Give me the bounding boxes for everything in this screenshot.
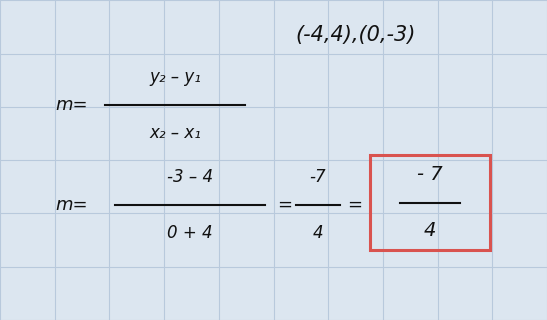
Bar <box>370 155 490 250</box>
Text: (-4,4),(0,-3): (-4,4),(0,-3) <box>295 25 415 45</box>
Text: m=: m= <box>55 196 88 214</box>
Text: 0 + 4: 0 + 4 <box>167 224 213 242</box>
Text: =: = <box>347 196 363 214</box>
Text: =: = <box>277 196 293 214</box>
Text: - 7: - 7 <box>417 165 443 184</box>
Text: 4: 4 <box>313 224 323 242</box>
Text: -7: -7 <box>310 168 327 186</box>
Text: y₂ – y₁: y₂ – y₁ <box>149 68 201 86</box>
Text: 4: 4 <box>424 221 436 240</box>
Text: m=: m= <box>55 96 88 114</box>
Text: x₂ – x₁: x₂ – x₁ <box>149 124 201 142</box>
Text: -3 – 4: -3 – 4 <box>167 168 213 186</box>
